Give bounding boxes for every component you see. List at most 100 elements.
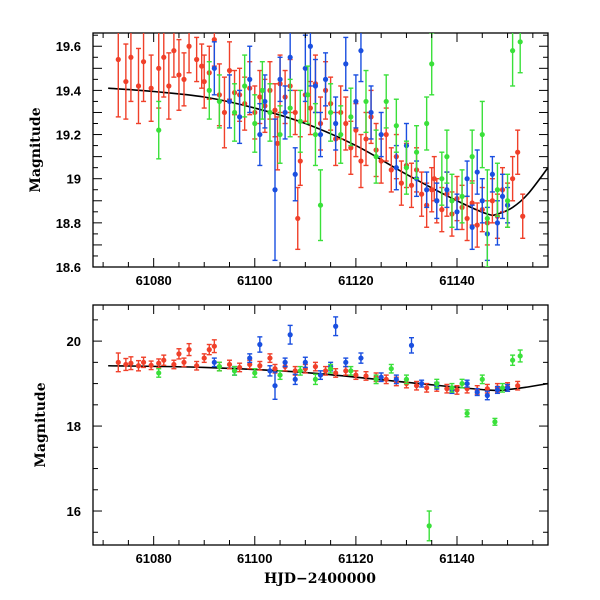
- top-green-point: [393, 98, 399, 153]
- bottom-blue-point: [419, 379, 425, 388]
- top-blue-point: [322, 52, 329, 107]
- bottom-blue-marker: [419, 380, 425, 387]
- bottom-red-point: [176, 348, 182, 360]
- bottom-blue-point: [272, 371, 278, 401]
- top-green-marker: [317, 202, 324, 208]
- bottom-green-point: [297, 365, 303, 376]
- top-red-marker: [343, 120, 349, 127]
- bottom-green-point: [459, 378, 465, 389]
- top-blue-marker: [287, 54, 293, 60]
- bottom-blue-point: [378, 372, 384, 383]
- bottom-green-point: [449, 382, 455, 393]
- bottom-green-marker: [459, 380, 465, 387]
- top-red-marker: [388, 167, 394, 173]
- bottom-green-point: [492, 417, 498, 426]
- bottom-red-marker: [115, 359, 121, 365]
- top-green-marker: [517, 39, 523, 45]
- bottom-blue-point: [343, 357, 349, 368]
- bottom-blue-marker: [292, 376, 298, 382]
- bottom-blue-marker: [247, 355, 253, 361]
- top-blue-point: [353, 74, 359, 129]
- bottom-x-tick-label: 61140: [439, 551, 474, 566]
- top-red-marker: [257, 94, 263, 100]
- top-blue-point: [474, 149, 480, 195]
- top-red-point: [358, 133, 364, 189]
- bottom-red-point: [353, 370, 359, 381]
- bottom-red-marker: [383, 376, 389, 382]
- top-blue-marker: [358, 48, 364, 54]
- top-blue-point: [454, 193, 460, 231]
- bottom-red-marker: [484, 386, 490, 392]
- bottom-green-point: [373, 374, 379, 385]
- top-green-marker: [510, 48, 516, 54]
- bottom-green-marker: [297, 368, 303, 374]
- bottom-blue-point: [282, 357, 288, 368]
- top-blue-marker: [474, 169, 480, 175]
- bottom-blue-marker: [267, 368, 273, 374]
- top-blue-marker: [489, 171, 495, 177]
- top-red-marker: [274, 140, 281, 146]
- bottom-blue-point: [257, 336, 263, 353]
- bottom-red-point: [454, 385, 460, 395]
- top-red-marker: [297, 158, 303, 164]
- top-panel: Magnitude 61080 61100 61120 61140 18.6 18.8 19…: [28, 32, 549, 288]
- bottom-green-marker: [434, 380, 440, 387]
- top-blue-point: [469, 204, 475, 251]
- bottom-green-point: [517, 349, 523, 363]
- top-green-point: [469, 129, 475, 184]
- top-green-marker: [424, 120, 430, 127]
- top-red-point: [515, 129, 521, 175]
- top-blue-marker: [494, 220, 501, 226]
- top-panel-frame: [92, 32, 549, 268]
- bottom-blue-point: [504, 383, 511, 392]
- bottom-red-marker: [343, 368, 349, 374]
- top-red-point: [186, 33, 192, 74]
- bottom-blue-point: [333, 316, 339, 337]
- top-green-point: [429, 33, 435, 96]
- bottom-green-marker: [348, 368, 354, 374]
- top-blue-marker: [302, 65, 308, 71]
- top-x-tick-label: 61140: [439, 273, 474, 288]
- bottom-blue-marker: [257, 341, 263, 348]
- top-green-point: [494, 162, 501, 217]
- top-green-marker: [305, 92, 311, 98]
- bottom-red-point: [333, 368, 339, 378]
- bottom-red-marker: [272, 366, 278, 372]
- top-blue-point: [489, 155, 495, 193]
- top-red-point: [199, 43, 205, 89]
- top-red-marker: [348, 145, 354, 151]
- top-green-marker: [383, 98, 389, 105]
- top-red-marker: [295, 215, 301, 222]
- top-red-point: [464, 195, 470, 242]
- top-ticks-layer: 61080 61100 61120 61140 18.6 18.8 19 19.2 19.4 19…: [56, 33, 548, 288]
- top-blue-point: [317, 111, 324, 158]
- top-red-marker: [194, 56, 200, 63]
- top-blue-marker: [317, 131, 324, 138]
- bottom-red-marker: [237, 364, 243, 371]
- bottom-green-marker: [216, 363, 222, 370]
- top-blue-point: [499, 173, 506, 220]
- top-red-point: [156, 33, 162, 109]
- bottom-green-marker: [373, 376, 379, 382]
- top-red-point: [419, 171, 425, 217]
- top-green-point: [156, 100, 162, 160]
- bottom-green-point: [312, 373, 319, 386]
- bottom-blue-marker: [378, 374, 384, 380]
- top-y-tick-label: 19.4: [56, 83, 82, 98]
- bottom-blue-marker: [272, 383, 278, 389]
- bottom-red-marker: [194, 363, 200, 369]
- bottom-red-marker: [181, 359, 187, 365]
- bottom-green-point: [479, 374, 485, 385]
- top-red-point: [474, 202, 480, 248]
- top-red-marker: [221, 109, 228, 116]
- top-red-marker: [363, 136, 369, 142]
- bottom-red-marker: [186, 347, 192, 353]
- top-red-marker: [181, 76, 187, 82]
- top-blue-marker: [257, 131, 263, 138]
- top-green-point: [287, 78, 293, 138]
- top-green-point: [259, 60, 265, 120]
- top-blue-point: [237, 89, 243, 145]
- bottom-green-point: [216, 361, 222, 372]
- bottom-y-tick-label: 16: [67, 504, 81, 519]
- top-red-marker: [161, 54, 167, 60]
